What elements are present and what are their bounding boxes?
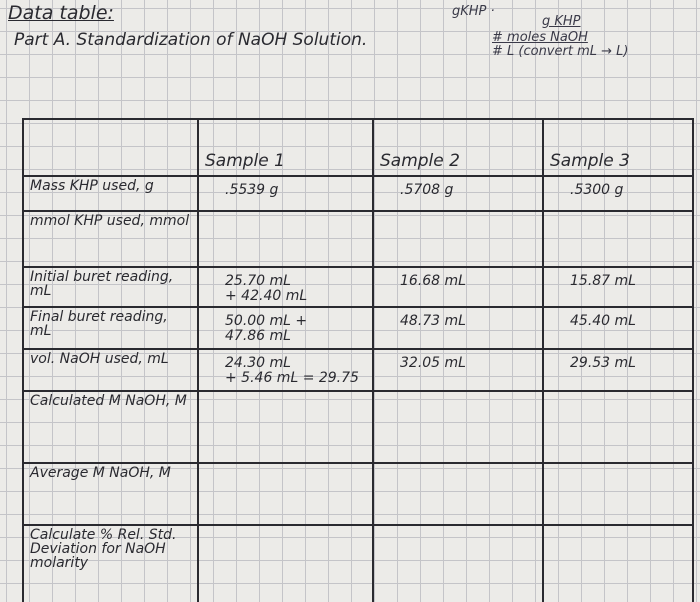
table-cell — [197, 212, 372, 266]
note: g KHP — [542, 14, 581, 29]
header-cell: Sample 3 — [542, 120, 688, 175]
cell-text: 48.73 mL — [400, 313, 466, 329]
cell-text: 29.53 mL — [570, 355, 636, 371]
table-cell — [542, 464, 688, 524]
section-title: Part A. Standardization of NaOH Solution… — [14, 30, 368, 50]
cell-text: .5708 g — [400, 182, 454, 198]
table-cell — [372, 392, 542, 462]
data-table: Sample 1 Sample 2 Sample 3 Mass KHP used, g… — [22, 118, 694, 602]
row-label: Initial buret reading, mL — [30, 269, 174, 299]
row-label: Average M NaOH, M — [30, 465, 171, 481]
table-cell — [372, 526, 542, 602]
cell-text: 16.68 mL — [400, 273, 466, 289]
table-cell: 50.00 mL +47.86 mL — [197, 308, 372, 348]
table-cell — [197, 392, 372, 462]
table-cell: 32.05 mL — [372, 350, 542, 390]
table-cell: 25.70 mL + 42.40 mL — [197, 268, 372, 306]
cell-text: 15.87 mL — [570, 273, 636, 289]
table-cell — [542, 392, 688, 462]
note: # moles NaOH — [492, 30, 588, 45]
row-label: Final buret reading, mL — [30, 309, 168, 339]
header-row: Sample 1 Sample 2 Sample 3 — [24, 118, 692, 175]
table-cell: 16.68 mL — [372, 268, 542, 306]
note: # L (convert mL → L) — [492, 44, 629, 59]
header-cell: Sample 2 — [372, 120, 542, 175]
table-cell: 48.73 mL — [372, 308, 542, 348]
note: gKHP · — [452, 4, 495, 19]
cell-text: 50.00 mL + — [225, 313, 308, 329]
header-cell: Sample 1 — [197, 120, 372, 175]
cell-text: 45.40 mL — [570, 313, 636, 329]
row-label: vol. NaOH used, mL — [30, 351, 169, 367]
table-cell — [542, 526, 688, 602]
table-row: Average M NaOH, M — [24, 462, 692, 524]
table-row: Final buret reading, mL 50.00 mL +47.86 m… — [24, 306, 692, 348]
cell-text: .5300 g — [570, 182, 624, 198]
table-row: vol. NaOH used, mL 24.30 mL + 5.46 mL = 29… — [24, 348, 692, 390]
table-cell: 24.30 mL + 5.46 mL = 29.75 — [197, 350, 372, 390]
row-label: Mass KHP used, g — [30, 178, 154, 194]
cell-text: 25.70 mL — [225, 273, 291, 289]
table-cell: .5708 g — [372, 177, 542, 210]
cell-text: 24.30 mL — [225, 355, 291, 371]
cell-text: 47.86 mL — [225, 328, 291, 344]
cell-text: + 5.46 mL = 29.75 — [225, 370, 359, 386]
row-label: mmol KHP used, mmol — [30, 213, 190, 229]
table-cell: .5300 g — [542, 177, 688, 210]
table-cell: 29.53 mL — [542, 350, 688, 390]
page-title: Data table: — [8, 2, 114, 24]
table-cell — [542, 212, 688, 266]
table-row: Calculate % Rel. Std. Deviation for NaOH… — [24, 524, 692, 602]
table-cell — [372, 212, 542, 266]
table-cell — [197, 464, 372, 524]
header-cell — [24, 120, 197, 175]
cell-text: .5539 g — [225, 182, 279, 198]
table-cell: .5539 g — [197, 177, 372, 210]
table-cell — [197, 526, 372, 602]
row-label: Calculated M NaOH, M — [30, 393, 187, 409]
table-row: Calculated M NaOH, M — [24, 390, 692, 462]
table-row: mmol KHP used, mmol — [24, 210, 692, 266]
table-cell — [372, 464, 542, 524]
table-row: Mass KHP used, g .5539 g .5708 g .5300 g — [24, 175, 692, 210]
table-cell: 15.87 mL — [542, 268, 688, 306]
cell-text: 32.05 mL — [400, 355, 466, 371]
row-label: Calculate % Rel. Std. Deviation for NaOH… — [30, 527, 177, 571]
table-row: Initial buret reading, mL 25.70 mL + 42.40… — [24, 266, 692, 306]
table-cell: 45.40 mL — [542, 308, 688, 348]
cell-text: + 42.40 mL — [225, 288, 308, 304]
